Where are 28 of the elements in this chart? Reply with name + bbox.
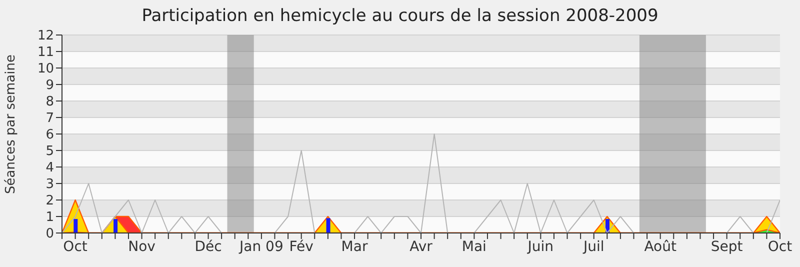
x-tick-label: Sept xyxy=(710,238,744,255)
x-tick-label: Nov xyxy=(128,238,156,255)
y-tick-label: 7 xyxy=(46,111,54,126)
x-tick-label: Jan 09 xyxy=(238,238,284,255)
y-tick-label: 9 xyxy=(46,78,54,94)
x-tick-label: Mar xyxy=(341,238,368,255)
y-tick-label: 12 xyxy=(37,28,54,44)
y-tick-label: 0 xyxy=(46,226,54,242)
y-axis-title: Séances par semaine xyxy=(4,54,19,194)
x-tick-label: Oct xyxy=(768,238,793,255)
chart-title: Participation en hemicycle au cours de la session 2008-2009 xyxy=(140,6,660,26)
x-tick-label: Mai xyxy=(462,238,486,255)
x-tick-label: Août xyxy=(644,238,677,255)
x-tick-label: Juin xyxy=(526,238,554,255)
y-tick-label: 4 xyxy=(46,160,54,176)
y-tick-label: 10 xyxy=(37,62,54,77)
y-tick-label: 11 xyxy=(37,45,54,60)
y-tick-label: 5 xyxy=(46,144,54,160)
x-tick-label: Déc xyxy=(194,238,222,255)
x-tick-label: Avr xyxy=(410,238,433,255)
x-tick-label: Juil xyxy=(582,238,604,255)
x-tick-label: Fév xyxy=(289,238,314,255)
x-tick-label: Oct xyxy=(63,238,88,255)
y-tick-label: 3 xyxy=(46,177,54,192)
y-tick-label: 2 xyxy=(46,194,54,209)
y-tick-label: 6 xyxy=(46,128,54,143)
y-tick-label: 8 xyxy=(46,94,54,110)
y-tick-label: 1 xyxy=(46,210,54,226)
